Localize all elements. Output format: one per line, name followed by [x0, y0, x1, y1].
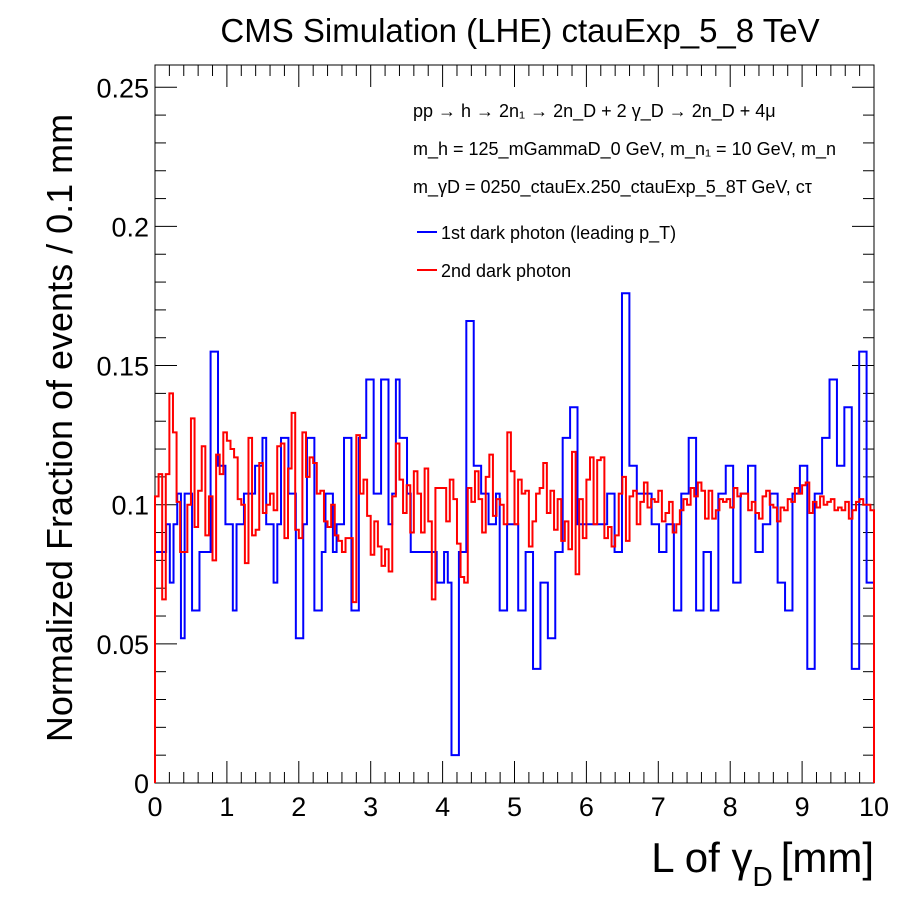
x-tick-label: 9 [795, 792, 810, 822]
plot-border [154, 64, 875, 784]
x-tick-label: 2 [291, 792, 306, 822]
y-axis-title: Normalized Fraction of events / 0.1 mm [39, 114, 80, 742]
y-tick-label: 0.05 [96, 630, 149, 660]
x-tick-label: 7 [651, 792, 666, 822]
x-tick-label: 0 [147, 792, 162, 822]
legend: 1st dark photon (leading p_T) 2nd dark p… [417, 223, 676, 281]
x-tick-label: 5 [507, 792, 522, 822]
x-tick-label: 6 [579, 792, 594, 822]
mass-annotation-2: m_γD = 0250_ctauEx.250_ctauExp_5_8T GeV,… [413, 177, 812, 198]
x-axis-title-main: L of γ [651, 834, 752, 881]
x-axis-title-unit: [mm] [781, 834, 874, 881]
histogram-series [154, 292, 875, 783]
series-line-1 [154, 292, 875, 783]
y-tick-label: 0.25 [96, 73, 149, 103]
x-tick-label: 3 [363, 792, 378, 822]
x-tick-label: 8 [723, 792, 738, 822]
legend-label-2: 2nd dark photon [441, 261, 571, 281]
process-annotation: pp → h → 2n₁ → 2n_D + 2 γ_D → 2n_D + 4μ [413, 101, 776, 122]
x-axis: 0 1 2 3 4 5 6 7 8 9 10 [147, 65, 889, 822]
y-tick-label: 0.2 [111, 212, 149, 242]
x-axis-title-sub: D [752, 861, 772, 892]
x-tick-label: 4 [435, 792, 450, 822]
y-tick-label: 0 [134, 769, 149, 799]
plot-frame [154, 64, 875, 784]
x-axis-title: L of γD [mm] [651, 834, 874, 892]
x-tick-label: 1 [219, 792, 234, 822]
x-tick-label: 10 [859, 792, 889, 822]
mass-annotation-1: m_h = 125_mGammaD_0 GeV, m_n₁ = 10 GeV, … [413, 139, 836, 160]
annotation-block: pp → h → 2n₁ → 2n_D + 2 γ_D → 2n_D + 4μ … [413, 101, 836, 198]
mass-text-2: m_γD = 0250_ctauEx.250_ctauExp_5_8T GeV,… [413, 177, 812, 198]
y-tick-label: 0.15 [96, 352, 149, 382]
legend-label-1: 1st dark photon (leading p_T) [441, 223, 676, 244]
process-text: pp → h → 2n₁ → 2n_D + 2 γ_D → 2n_D + 4μ [413, 101, 776, 122]
y-tick-label: 0.1 [111, 491, 149, 521]
y-axis: 0 0.05 0.1 0.15 0.2 0.25 [96, 73, 874, 799]
chart-title: CMS Simulation (LHE) ctauExp_5_8 TeV [220, 12, 819, 49]
mass-text-1: m_h = 125_mGammaD_0 GeV, m_n₁ = 10 GeV, … [413, 139, 836, 160]
series-line-2 [154, 392, 875, 783]
